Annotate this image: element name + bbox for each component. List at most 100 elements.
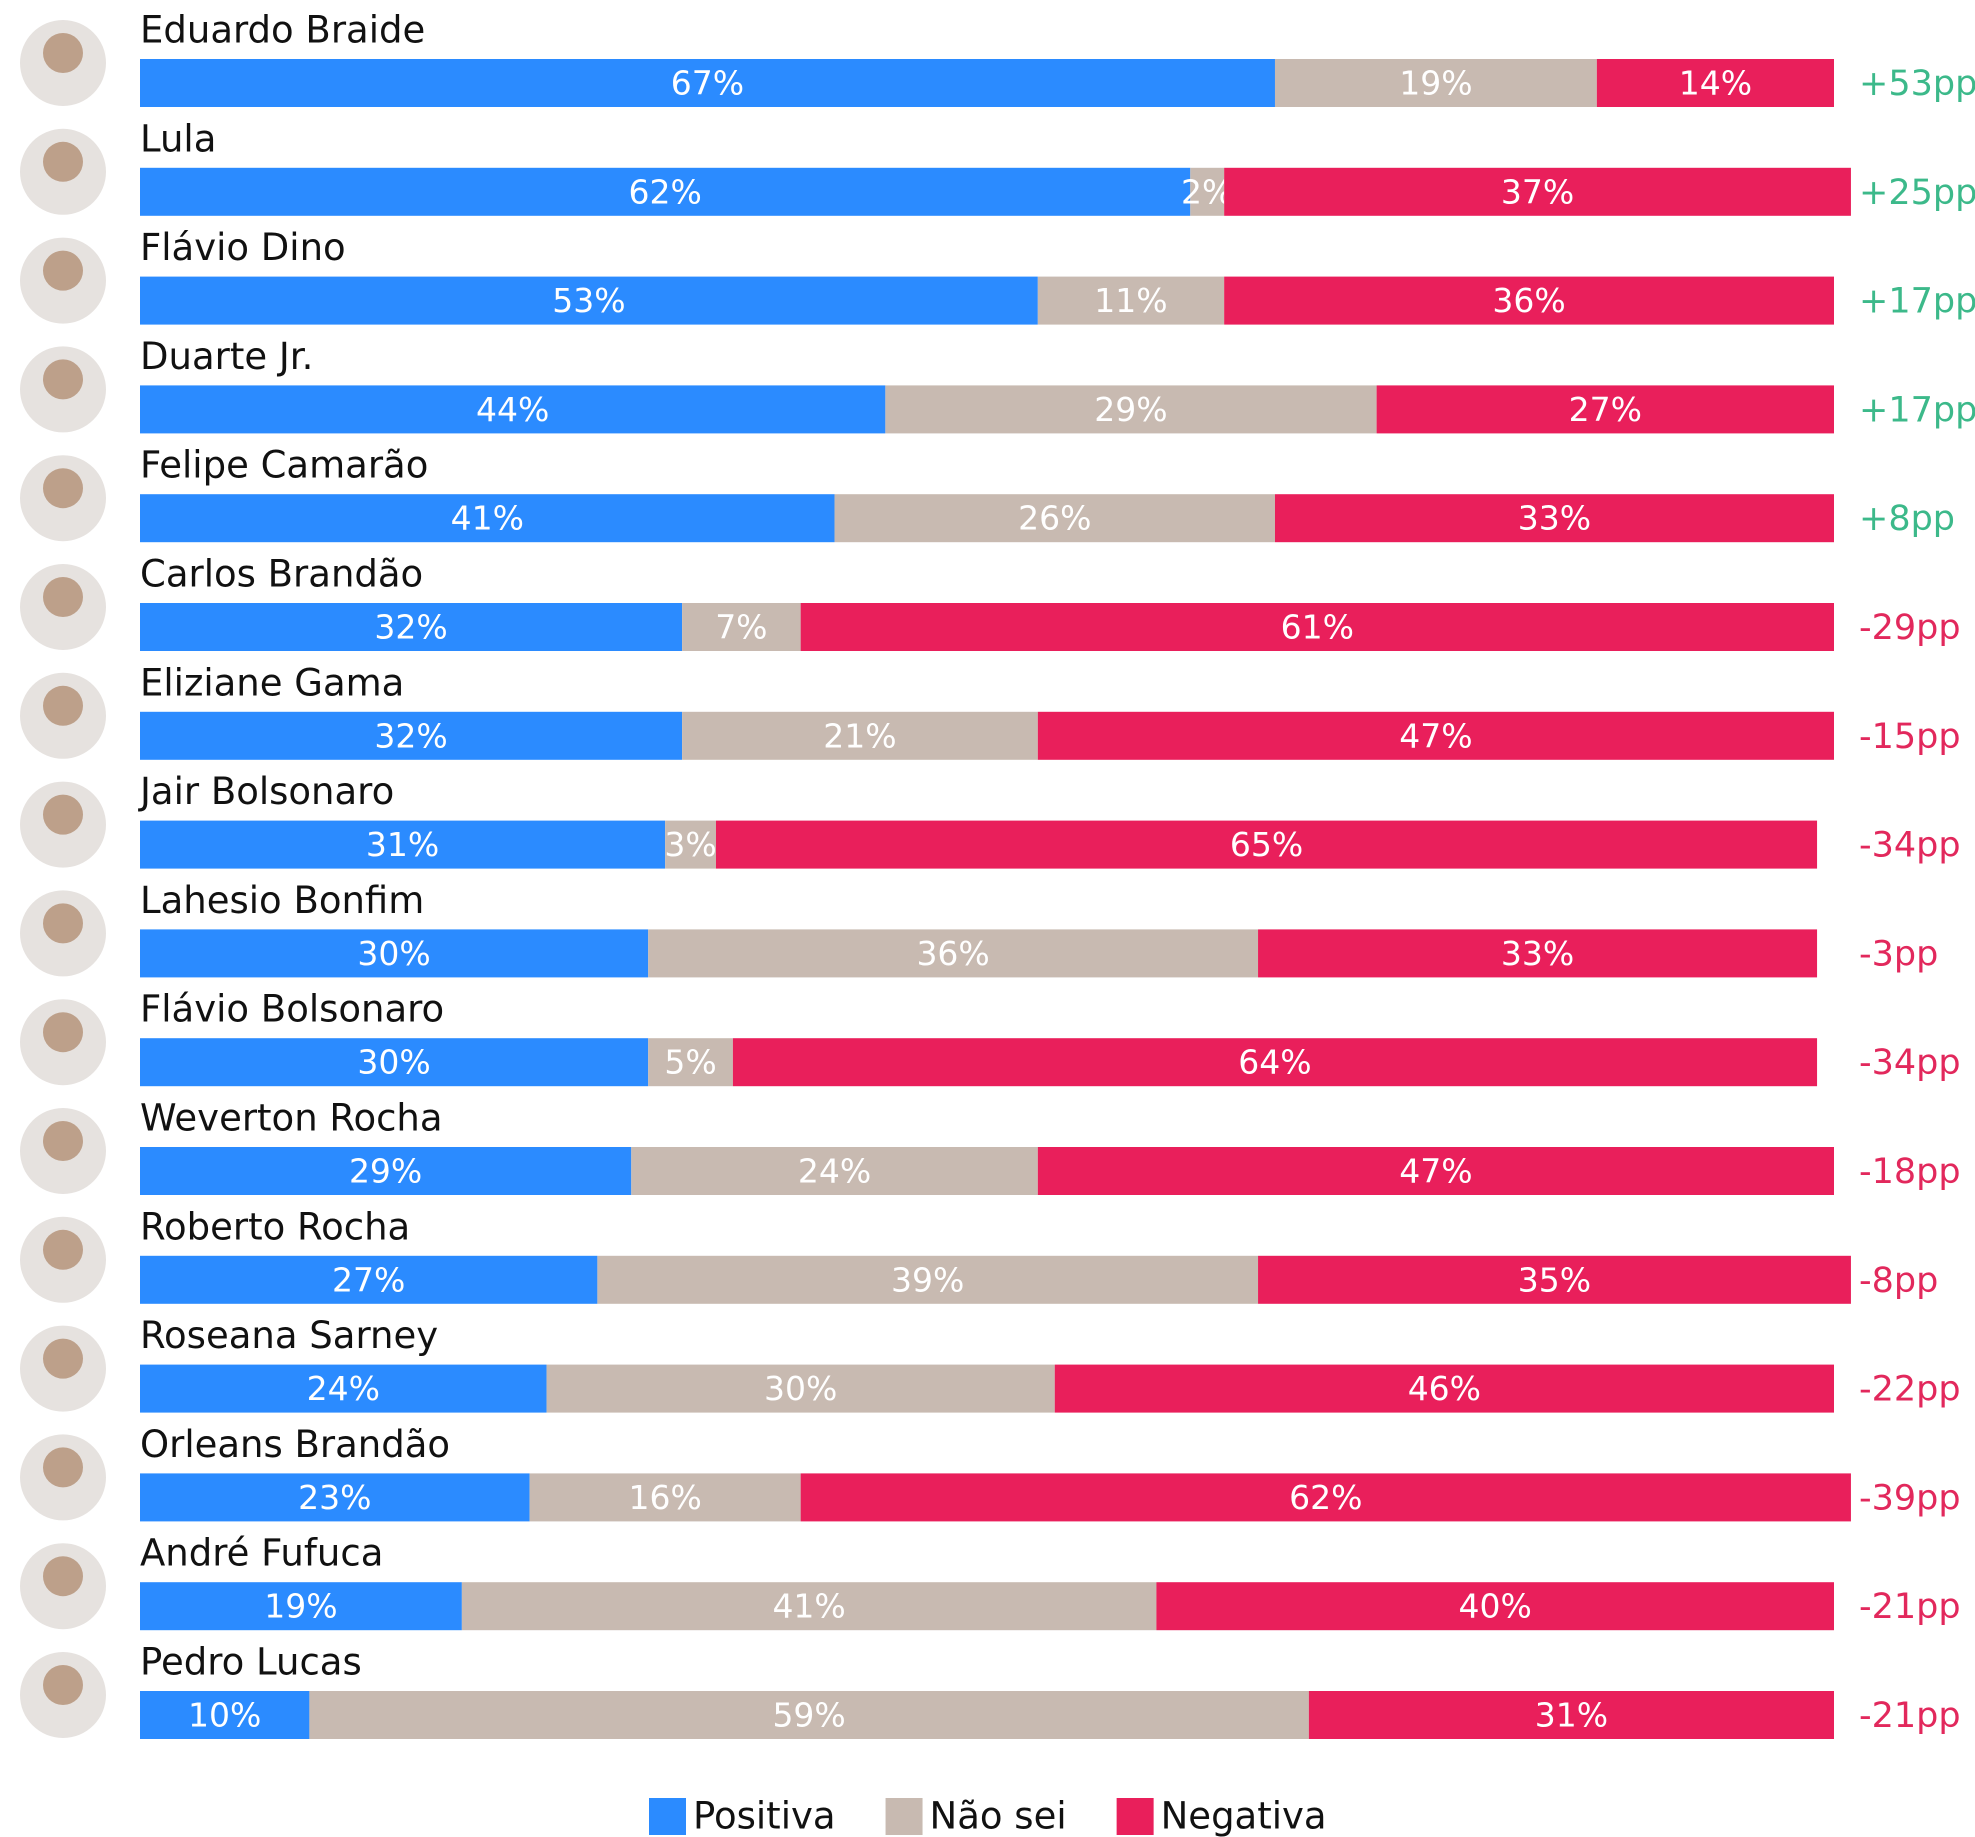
person-name: Weverton Rocha bbox=[140, 1097, 443, 1140]
value-label: 65% bbox=[1230, 825, 1303, 864]
person-name: Flávio Bolsonaro bbox=[140, 988, 444, 1031]
value-label: 33% bbox=[1501, 934, 1574, 973]
legend-swatch bbox=[649, 1798, 686, 1835]
net-label: -21pp bbox=[1859, 1587, 1961, 1627]
chart: Eduardo Braide67%19%14%+53ppLula62%2%37%… bbox=[0, 0, 1975, 1837]
photo-head bbox=[43, 468, 83, 508]
legend-label: Negativa bbox=[1161, 1795, 1327, 1837]
photo-head bbox=[43, 903, 83, 943]
photo-head bbox=[43, 1012, 83, 1052]
value-label: 29% bbox=[349, 1152, 422, 1191]
value-label: 3% bbox=[664, 825, 716, 864]
net-label: -29pp bbox=[1859, 608, 1961, 648]
value-label: 14% bbox=[1679, 64, 1752, 103]
value-label: 41% bbox=[451, 499, 524, 538]
value-label: 67% bbox=[671, 64, 744, 103]
person-name: Pedro Lucas bbox=[140, 1641, 362, 1684]
legend-label: Não sei bbox=[930, 1795, 1067, 1837]
photo-head bbox=[43, 251, 83, 291]
photo-head bbox=[43, 1230, 83, 1270]
legend-swatch bbox=[1117, 1798, 1154, 1835]
net-label: +8pp bbox=[1859, 499, 1955, 539]
person-name: Lula bbox=[140, 117, 216, 160]
photo-head bbox=[43, 33, 83, 73]
photo-head bbox=[43, 359, 83, 399]
person-name: Lahesio Bonfim bbox=[140, 879, 424, 922]
person-name: Eliziane Gama bbox=[140, 661, 404, 704]
photo-head bbox=[43, 142, 83, 182]
value-label: 24% bbox=[307, 1369, 380, 1408]
value-label: 44% bbox=[476, 390, 549, 429]
person-name: Flávio Dino bbox=[140, 226, 346, 269]
value-label: 61% bbox=[1281, 608, 1354, 647]
net-label: -18pp bbox=[1859, 1152, 1961, 1192]
value-label: 10% bbox=[188, 1696, 261, 1735]
value-label: 64% bbox=[1238, 1043, 1311, 1082]
person-name: André Fufuca bbox=[140, 1532, 383, 1575]
value-label: 30% bbox=[357, 934, 430, 973]
person-name: Carlos Brandão bbox=[140, 553, 423, 596]
value-label: 59% bbox=[772, 1696, 845, 1735]
person-name: Orleans Brandão bbox=[140, 1423, 450, 1466]
value-label: 46% bbox=[1408, 1369, 1481, 1408]
net-label: +17pp bbox=[1859, 390, 1975, 430]
value-label: 53% bbox=[552, 281, 625, 320]
net-label: +17pp bbox=[1859, 282, 1975, 322]
net-label: -3pp bbox=[1859, 934, 1938, 974]
value-label: 35% bbox=[1518, 1260, 1591, 1299]
value-label: 62% bbox=[1289, 1478, 1362, 1517]
value-label: 30% bbox=[764, 1369, 837, 1408]
net-label: -34pp bbox=[1859, 1043, 1961, 1083]
value-label: 27% bbox=[332, 1260, 405, 1299]
value-label: 39% bbox=[891, 1260, 964, 1299]
value-label: 37% bbox=[1501, 172, 1574, 211]
legend-swatch bbox=[886, 1798, 923, 1835]
person-name: Eduardo Braide bbox=[140, 9, 425, 52]
value-label: 32% bbox=[374, 608, 447, 647]
value-label: 32% bbox=[374, 716, 447, 755]
value-label: 31% bbox=[1535, 1696, 1608, 1735]
net-label: -39pp bbox=[1859, 1478, 1961, 1518]
value-label: 26% bbox=[1018, 499, 1091, 538]
value-label: 31% bbox=[366, 825, 439, 864]
photo-head bbox=[43, 1447, 83, 1487]
net-label: -22pp bbox=[1859, 1370, 1961, 1410]
net-label: +25pp bbox=[1859, 173, 1975, 213]
net-label: -21pp bbox=[1859, 1696, 1961, 1736]
photo-head bbox=[43, 795, 83, 835]
value-label: 5% bbox=[664, 1043, 716, 1082]
value-label: 19% bbox=[1399, 64, 1472, 103]
photo-head bbox=[43, 1121, 83, 1161]
value-label: 62% bbox=[628, 172, 701, 211]
value-label: 7% bbox=[715, 608, 767, 647]
value-label: 11% bbox=[1094, 281, 1167, 320]
person-name: Jair Bolsonaro bbox=[138, 770, 394, 813]
value-label: 30% bbox=[357, 1043, 430, 1082]
value-label: 36% bbox=[916, 934, 989, 973]
photo-head bbox=[43, 1339, 83, 1379]
value-label: 16% bbox=[628, 1478, 701, 1517]
value-label: 47% bbox=[1399, 1152, 1472, 1191]
value-label: 40% bbox=[1459, 1587, 1532, 1626]
value-label: 23% bbox=[298, 1478, 371, 1517]
net-label: -8pp bbox=[1859, 1261, 1938, 1301]
value-label: 41% bbox=[772, 1587, 845, 1626]
value-label: 19% bbox=[264, 1587, 337, 1626]
value-label: 24% bbox=[798, 1152, 871, 1191]
net-label: -34pp bbox=[1859, 826, 1961, 866]
value-label: 47% bbox=[1399, 716, 1472, 755]
net-label: +53pp bbox=[1859, 64, 1975, 104]
value-label: 33% bbox=[1518, 499, 1591, 538]
value-label: 21% bbox=[823, 716, 896, 755]
net-label: -15pp bbox=[1859, 717, 1961, 757]
photo-head bbox=[43, 1665, 83, 1705]
value-label: 27% bbox=[1569, 390, 1642, 429]
person-name: Duarte Jr. bbox=[140, 335, 313, 378]
legend-label: Positiva bbox=[693, 1795, 836, 1837]
person-name: Roberto Rocha bbox=[140, 1205, 410, 1248]
person-name: Felipe Camarão bbox=[140, 444, 428, 487]
value-label: 36% bbox=[1492, 281, 1565, 320]
photo-head bbox=[43, 577, 83, 617]
photo-head bbox=[43, 1556, 83, 1596]
value-label: 29% bbox=[1094, 390, 1167, 429]
